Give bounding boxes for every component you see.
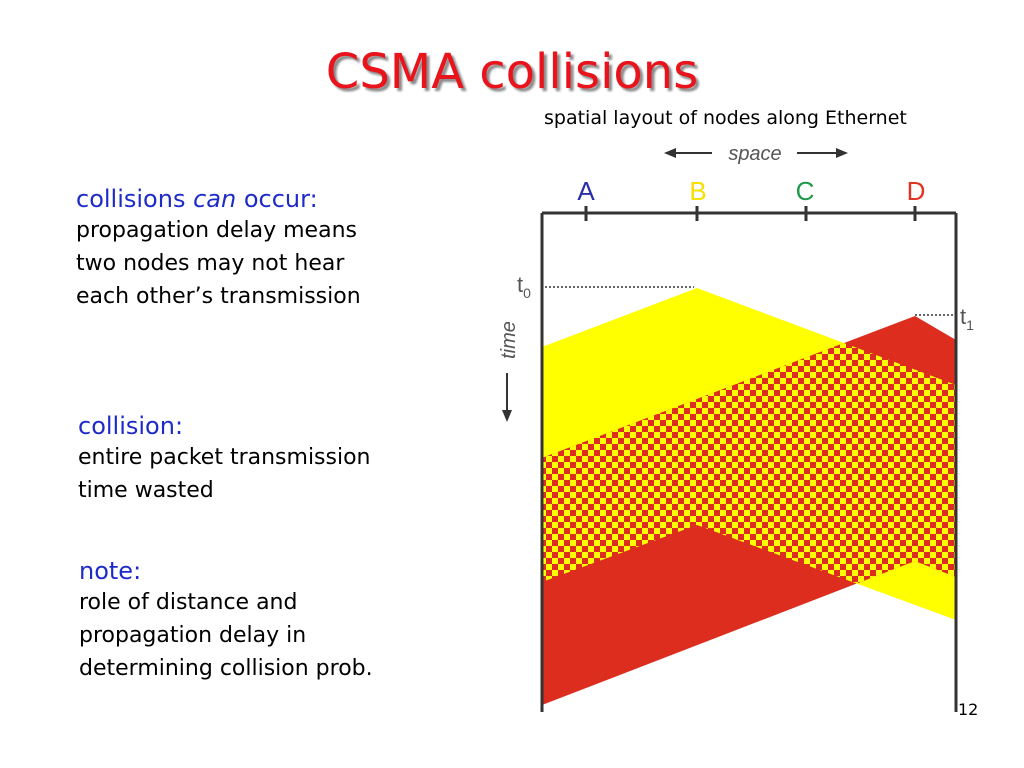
- node-a-label: A: [577, 176, 595, 206]
- body-line: propagation delay in: [79, 623, 307, 648]
- block-body: entire packet transmission time wasted: [78, 441, 371, 507]
- body-line: role of distance and: [79, 590, 298, 615]
- time-label: time: [498, 321, 520, 359]
- diagram-caption: spatial layout of nodes along Ethernet: [544, 107, 907, 129]
- time-axis: time: [498, 321, 520, 422]
- block-body: role of distance and propagation delay i…: [79, 586, 373, 685]
- block-body: propagation delay means two nodes may no…: [76, 214, 361, 313]
- slide-title: CSMA collisions: [325, 44, 699, 100]
- page-number: 12: [958, 700, 979, 719]
- text-block-collision: collision: entire packet transmission ti…: [78, 411, 371, 507]
- heading-emphasis: can: [193, 185, 237, 213]
- body-line: propagation delay means: [76, 218, 357, 243]
- body-line: time wasted: [78, 478, 214, 503]
- node-b-label: B: [689, 176, 706, 206]
- heading-part: occur:: [236, 185, 318, 213]
- t0-label: t0: [517, 272, 531, 301]
- block-heading: collisions can occur:: [76, 184, 361, 214]
- node-c-label: C: [796, 176, 815, 206]
- block-heading: collision:: [78, 412, 184, 440]
- block-heading: note:: [79, 557, 142, 585]
- text-block-note: note: role of distance and propagation d…: [79, 556, 373, 685]
- body-line: determining collision prob.: [79, 656, 373, 681]
- text-block-collisions-occur: collisions can occur: propagation delay …: [76, 184, 361, 313]
- heading-part: collisions: [76, 185, 194, 213]
- node-d-label: D: [907, 176, 926, 206]
- space-axis: space: [664, 143, 848, 165]
- body-line: each other’s transmission: [76, 284, 361, 309]
- t1-label: t1: [960, 304, 974, 333]
- body-line: two nodes may not hear: [76, 251, 345, 276]
- space-label: space: [728, 143, 781, 165]
- body-line: entire packet transmission: [78, 445, 371, 470]
